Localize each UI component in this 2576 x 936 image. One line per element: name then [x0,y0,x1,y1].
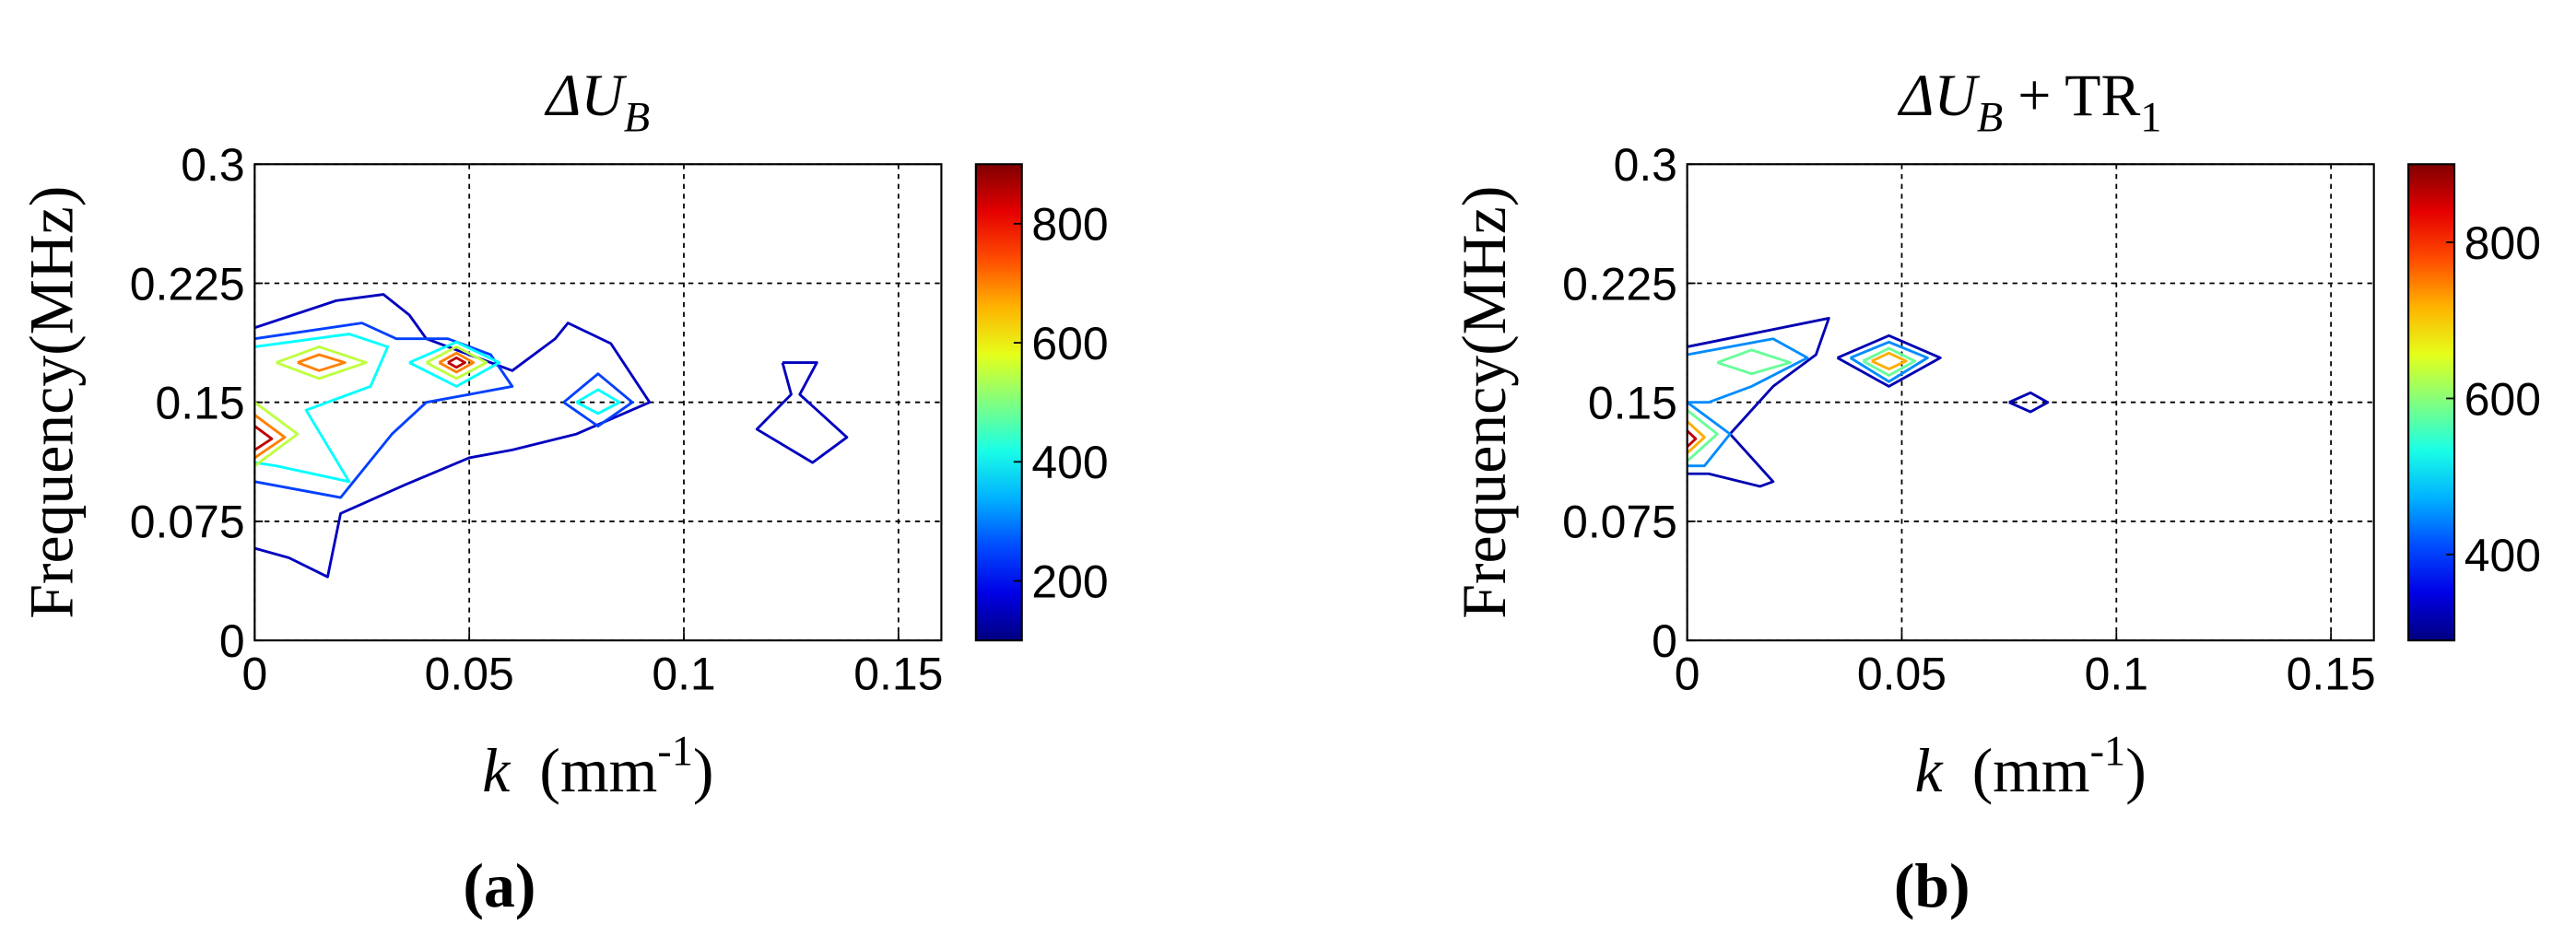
contour-line [1836,333,1942,388]
contour-line [253,425,274,451]
colorbar-tick-label: 600 [1031,318,1108,369]
x-tick-label: 0.15 [853,649,943,700]
x-tick-label: 0 [1675,649,1700,700]
contour-line [254,333,390,484]
contour-line [1686,409,1719,462]
panel-label: (b) [1894,851,1970,920]
x-label-end: ) [693,736,714,805]
y-tick-label: 0 [1652,615,1677,667]
y-axis-label: Frequency(MHz) [17,186,86,619]
colorbar-tick-label: 400 [1031,437,1108,488]
contour-line [1716,348,1792,376]
title-sub: B [624,95,650,142]
title-extra: + TR [2003,63,2140,128]
colorbar-tick-label: 400 [2464,530,2541,581]
x-tick-label: 0 [241,649,267,700]
x-label-exp: -1 [2090,729,2126,776]
contour-line [276,345,368,380]
contour-line [562,372,634,427]
x-axis-label: k (mm-1) [482,729,713,806]
contour-line [1686,429,1698,449]
x-label-end: ) [2125,736,2147,805]
contour-line [1687,337,1809,404]
chart-title: ΔUB + TR1 [1897,63,2162,142]
contour-line [1849,340,1929,383]
colorbar-tick-label: 800 [2464,217,2541,269]
x-tick-label: 0.1 [2085,649,2148,700]
contour-line [297,353,347,372]
contour-line [408,340,501,388]
y-tick-label: 0.075 [1562,497,1677,548]
x-axis-label: k (mm-1) [1915,729,2147,806]
x-label-var: k [482,736,512,805]
contour-line [253,414,287,460]
contour-line [253,293,652,579]
colorbar-tick-label: 800 [1031,199,1108,251]
panel: 0 0.05 0.1 0.15 0 0.075 0.15 0.225 0.3 400 600 800 Δ… [1450,63,2541,920]
colorbar-tick-label: 200 [1031,556,1108,607]
y-tick-label: 0.15 [156,378,245,429]
contour-line [755,361,849,464]
colorbar-tick-label: 600 [2464,373,2541,425]
contour-line [254,322,514,499]
contour-line [253,401,300,467]
contour-line [447,356,466,369]
contour-line [1871,351,1908,370]
colorbar [2407,163,2456,642]
y-tick-label: 0.225 [1562,258,1677,310]
y-tick-label: 0.15 [1588,378,1677,429]
x-label-unit: (mm [1972,736,2090,805]
x-tick-label: 0.05 [425,649,514,700]
axes-frame [1686,163,2375,642]
x-tick-label: 0.1 [652,649,715,700]
title-main: ΔU [1897,63,1981,128]
contour-line [575,388,621,415]
y-tick-label: 0.3 [1614,139,1677,191]
title-main: ΔU [544,63,628,128]
y-tick-label: 0.075 [130,497,245,548]
chart-title: ΔUB [544,63,650,142]
axes-frame [253,163,943,642]
x-tick-label: 0.05 [1857,649,1947,700]
contour-line [1686,420,1706,454]
panel: 0 0.05 0.1 0.15 0 0.075 0.15 0.225 0.3 200 400 600 8… [17,63,1108,920]
title-extra-sub: 1 [2140,95,2161,142]
contour-line [1686,401,1732,468]
x-tick-label: 0.15 [2287,649,2376,700]
x-label-exp: -1 [657,729,693,776]
y-tick-label: 0.3 [181,139,244,191]
y-axis-label: Frequency(MHz) [1450,186,1519,619]
y-tick-label: 0 [219,615,245,667]
x-label-var: k [1915,736,1945,805]
panel-label: (a) [463,851,535,920]
contour-line [2008,391,2050,414]
title-sub: B [1977,95,2003,142]
x-label-unit: (mm [539,736,657,805]
colorbar [974,163,1023,642]
contour-line [1862,346,1916,377]
y-tick-label: 0.225 [130,258,245,310]
contour-line [438,351,476,374]
contour-line [425,345,488,380]
